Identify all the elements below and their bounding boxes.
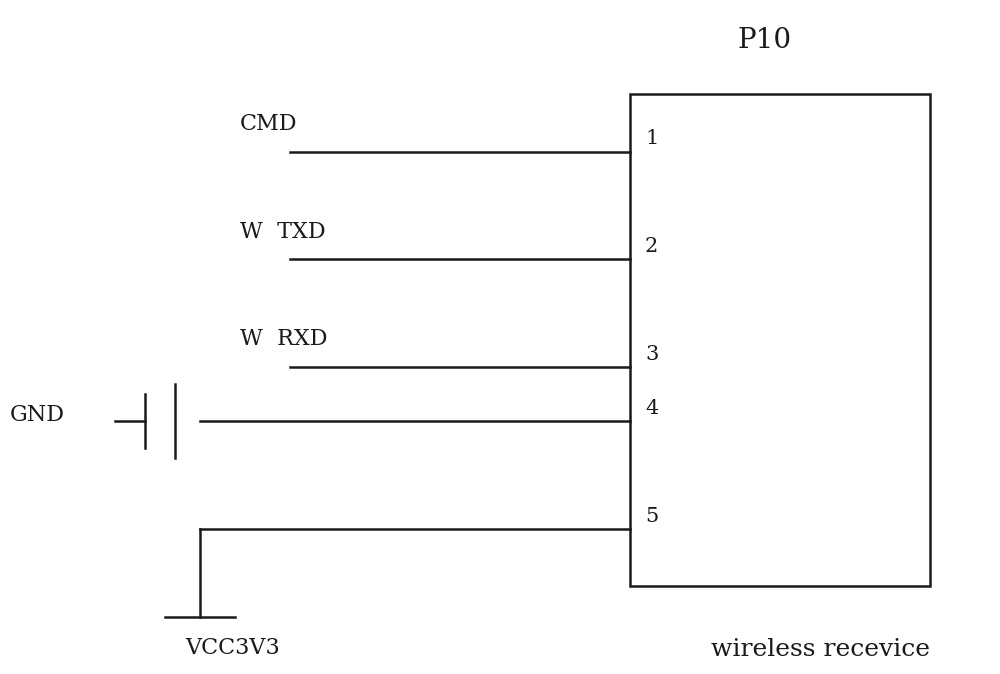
Text: wireless recevice: wireless recevice [711,638,930,661]
Text: GND: GND [10,404,65,425]
Text: 5: 5 [645,507,658,526]
Text: P10: P10 [738,27,792,54]
Text: W  TXD: W TXD [240,220,326,243]
Text: CMD: CMD [240,113,298,135]
Text: W  RXD: W RXD [240,328,328,350]
Text: 4: 4 [645,399,658,418]
Bar [630,94,930,586]
Text: 2: 2 [645,237,658,256]
Text: 3: 3 [645,345,658,364]
Text: 1: 1 [645,129,658,148]
Text: VCC3V3: VCC3V3 [185,637,280,659]
